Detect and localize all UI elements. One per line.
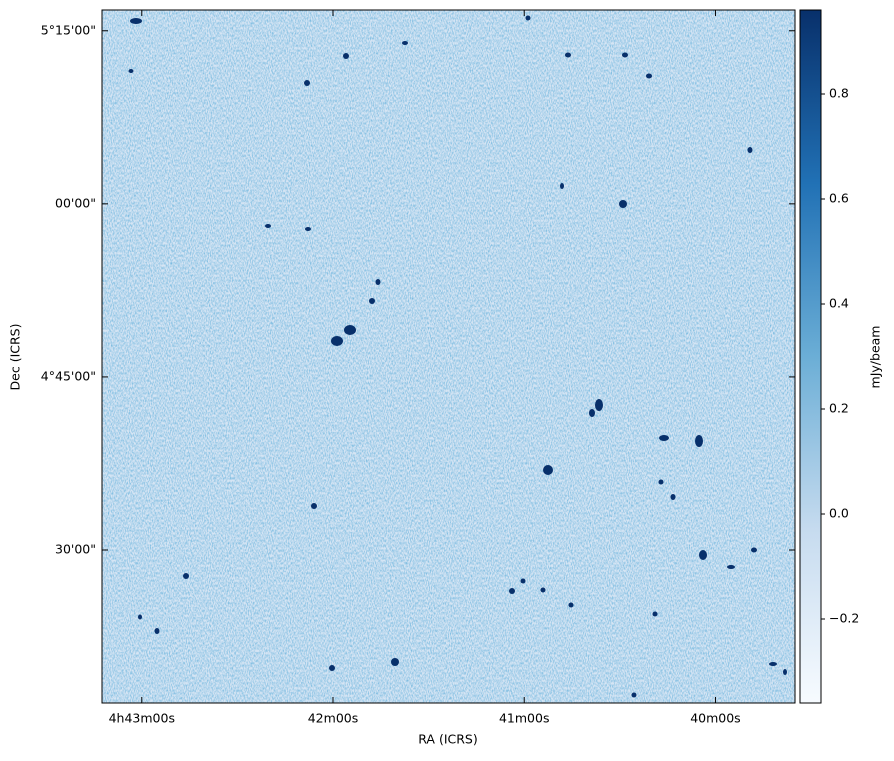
- y-tick-label: 00'00": [55, 195, 96, 210]
- x-tick-label: 4h43m00s: [109, 711, 175, 726]
- y-tick-label: 5°15'00": [41, 22, 96, 37]
- colorbar-tick-label: 0.8: [829, 86, 849, 101]
- x-tick-label: 41m00s: [499, 711, 550, 726]
- y-tick-label: 4°45'00": [41, 368, 96, 383]
- colorbar-tick-label: 0.2: [829, 401, 849, 416]
- colorbar-label: mJy/beam: [868, 326, 883, 389]
- plot-frame: [101, 9, 796, 704]
- x-tick-label: 40m00s: [690, 711, 741, 726]
- colorbar-tick-label: 0.6: [829, 191, 849, 206]
- colorbar: [799, 9, 822, 704]
- colorbar-tick-label: 0.0: [829, 506, 849, 521]
- y-tick-label: 30'00": [55, 542, 96, 557]
- sky-image: [102, 10, 795, 703]
- x-axis-label: RA (ICRS): [418, 732, 478, 747]
- y-axis-label: Dec (ICRS): [8, 324, 23, 391]
- colorbar-tick-label: 0.4: [829, 296, 849, 311]
- colorbar-tick-label: −0.2: [829, 611, 859, 626]
- x-tick-label: 42m00s: [308, 711, 359, 726]
